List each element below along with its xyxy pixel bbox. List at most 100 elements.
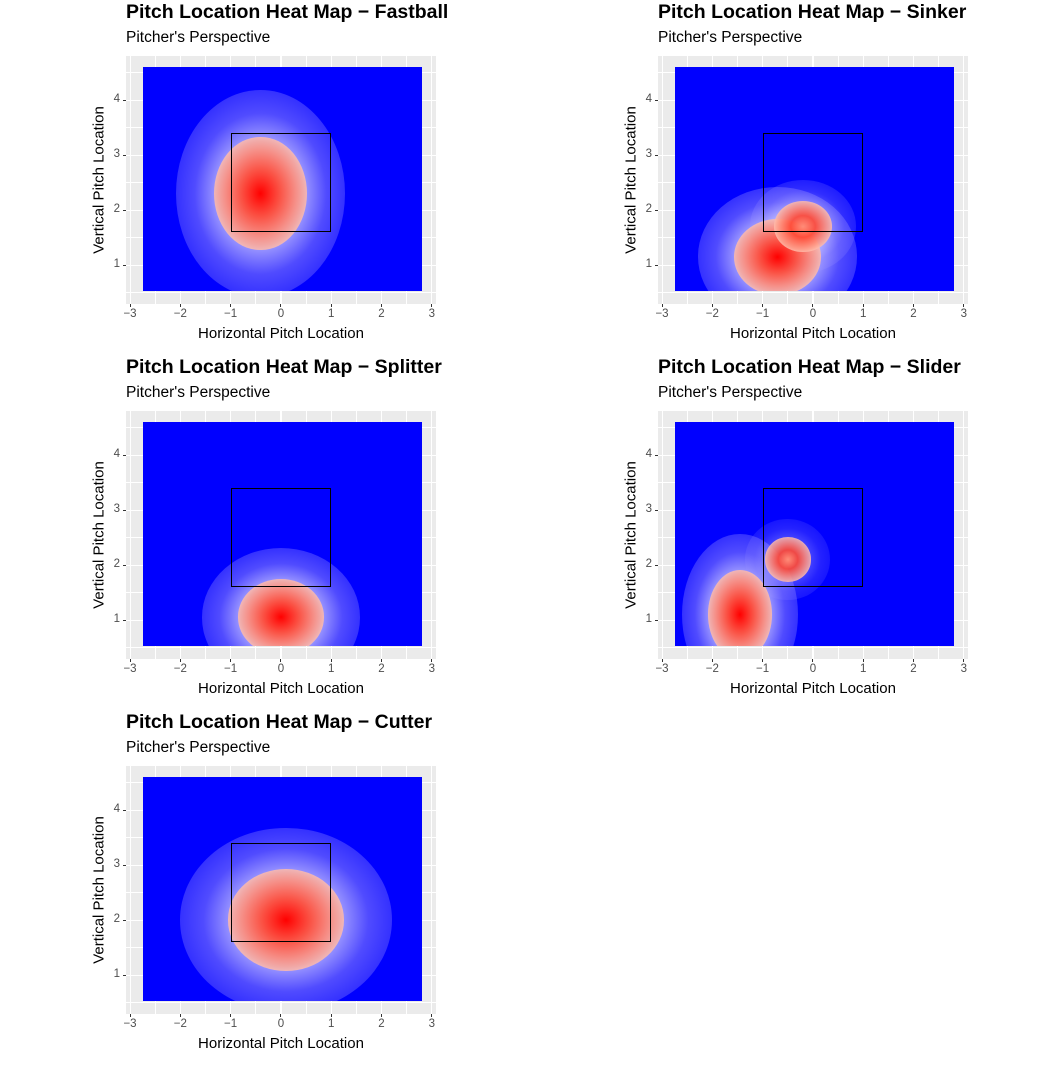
y-tick-mark — [655, 564, 658, 566]
x-tick-label: 2 — [378, 308, 385, 320]
x-tick-label: 2 — [378, 663, 385, 675]
y-tick-label: 2 — [113, 913, 120, 925]
density-core — [708, 570, 772, 646]
gridline-vertical — [431, 766, 433, 1014]
x-tick-mark — [129, 659, 131, 662]
x-tick-mark — [129, 304, 131, 307]
x-tick-mark — [862, 659, 864, 662]
x-tick-label: 1 — [859, 663, 867, 675]
y-tick-mark — [123, 264, 126, 266]
density-core — [773, 201, 832, 252]
x-tick-mark — [661, 304, 663, 307]
x-tick-mark — [812, 659, 814, 662]
strike-zone — [230, 488, 332, 587]
y-tick-label: 3 — [645, 503, 652, 515]
x-tick-label: 3 — [960, 308, 967, 320]
x-axis-label: Horizontal Pitch Location — [730, 325, 896, 342]
x-tick-mark — [711, 659, 713, 662]
gridline-horizontal — [658, 292, 968, 293]
x-tick-label: 1 — [859, 308, 867, 320]
y-tick-label: 2 — [645, 558, 652, 570]
x-tick-mark — [179, 659, 181, 662]
y-tick-mark — [655, 154, 658, 156]
y-tick-mark — [655, 264, 658, 266]
gridline-horizontal — [658, 647, 968, 648]
x-tick-mark — [179, 304, 181, 307]
x-tick-label: 3 — [428, 308, 435, 320]
y-tick-label: 1 — [645, 613, 652, 625]
x-tick-label: 2 — [378, 1018, 385, 1030]
y-axis-label: Vertical Pitch Location — [90, 461, 108, 609]
x-tick-label: 1 — [327, 308, 335, 320]
x-tick-mark — [381, 1014, 382, 1017]
x-tick-label: 0 — [277, 1018, 285, 1030]
y-axis-label: Vertical Pitch Location — [90, 106, 108, 254]
x-tick-mark — [762, 304, 764, 307]
plot-fastball: Pitch Location Heat Map − Fastball Pitch… — [0, 0, 500, 355]
gridline-vertical — [129, 411, 131, 659]
x-tick-mark — [129, 1014, 131, 1017]
y-tick-label: 4 — [645, 93, 652, 105]
x-tick-label: 3 — [960, 663, 967, 675]
x-tick-label: 1 — [327, 663, 335, 675]
y-tick-mark — [123, 974, 126, 976]
x-tick-mark — [762, 659, 764, 662]
plot-slider: Pitch Location Heat Map − Slider Pitcher… — [532, 355, 1032, 710]
x-tick-mark — [330, 304, 332, 307]
plot-title: Pitch Location Heat Map − Splitter — [126, 356, 442, 378]
y-tick-mark — [123, 154, 126, 156]
y-tick-label: 2 — [113, 558, 120, 570]
plot-subtitle: Pitcher's Perspective — [126, 739, 271, 756]
gridline-horizontal — [126, 647, 436, 648]
x-tick-label: −2 — [173, 663, 187, 675]
x-tick-mark — [963, 659, 965, 662]
y-tick-mark — [123, 454, 126, 456]
x-tick-mark — [381, 659, 382, 662]
x-tick-label: −1 — [224, 663, 238, 675]
plot-splitter: Pitch Location Heat Map − Splitter Pitch… — [0, 355, 500, 710]
x-tick-label: 1 — [327, 1018, 335, 1030]
density-core — [764, 537, 811, 582]
x-tick-mark — [330, 1014, 332, 1017]
strike-zone — [230, 843, 332, 942]
x-axis-label: Horizontal Pitch Location — [198, 680, 364, 697]
x-tick-mark — [431, 659, 433, 662]
x-tick-label: −2 — [173, 1018, 187, 1030]
gridline-vertical — [129, 56, 131, 304]
x-tick-mark — [280, 304, 282, 307]
y-axis-label: Vertical Pitch Location — [90, 816, 108, 964]
y-tick-label: 1 — [113, 613, 120, 625]
x-tick-label: 3 — [428, 663, 435, 675]
y-axis-label: Vertical Pitch Location — [622, 461, 640, 609]
y-tick-label: 3 — [113, 858, 120, 870]
x-tick-label: −2 — [705, 663, 719, 675]
x-tick-label: −1 — [756, 663, 770, 675]
y-tick-mark — [123, 509, 126, 511]
plot-subtitle: Pitcher's Perspective — [126, 29, 271, 46]
plot-subtitle: Pitcher's Perspective — [658, 384, 803, 401]
plot-subtitle: Pitcher's Perspective — [126, 384, 271, 401]
strike-zone — [762, 488, 864, 587]
x-tick-label: −2 — [173, 308, 187, 320]
x-tick-mark — [913, 659, 914, 662]
gridline-vertical — [431, 411, 433, 659]
x-tick-mark — [711, 304, 713, 307]
plot-panel — [126, 56, 436, 304]
gridline-vertical — [661, 56, 663, 304]
plot-title: Pitch Location Heat Map − Sinker — [658, 1, 967, 23]
gridline-vertical — [431, 56, 433, 304]
x-tick-label: 3 — [428, 1018, 435, 1030]
x-tick-mark — [330, 659, 332, 662]
y-tick-label: 3 — [645, 148, 652, 160]
y-tick-mark — [123, 919, 126, 921]
density-raster — [142, 777, 422, 1001]
y-tick-label: 2 — [113, 203, 120, 215]
y-axis-label: Vertical Pitch Location — [622, 106, 640, 254]
x-tick-mark — [230, 659, 232, 662]
y-tick-mark — [655, 209, 658, 211]
plot-panel — [126, 766, 436, 1014]
gridline-vertical — [963, 56, 965, 304]
y-tick-mark — [123, 209, 126, 211]
density-core — [237, 579, 325, 646]
x-tick-label: 0 — [809, 308, 817, 320]
